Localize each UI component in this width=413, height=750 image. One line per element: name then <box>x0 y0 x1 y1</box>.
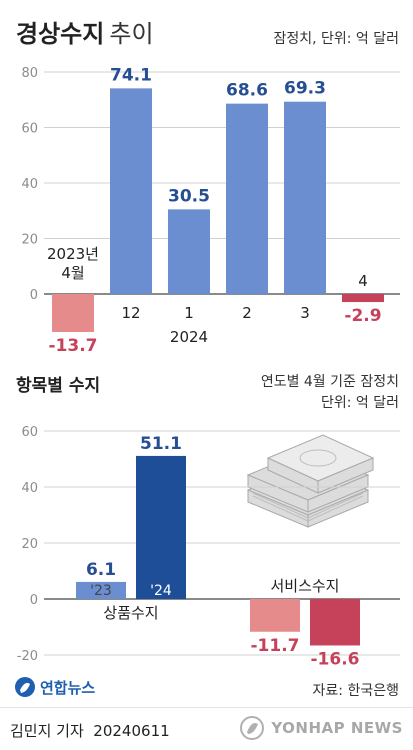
yonhap-logo: 연합뉴스 <box>14 676 95 698</box>
value-label: 69.3 <box>284 79 326 99</box>
watermark-logo-icon <box>240 716 265 740</box>
category-label: 2023년 <box>47 245 99 263</box>
unit-note: 잠정치, 단위: 억 달러 <box>273 31 399 47</box>
title-bold: 경상수지 <box>16 20 105 48</box>
value-label: 6.1 <box>86 560 116 580</box>
value-label: -2.9 <box>344 306 381 326</box>
bar <box>76 581 126 599</box>
bar <box>52 294 94 333</box>
value-label: -11.7 <box>251 636 300 656</box>
y-tick-label: 40 <box>21 177 38 192</box>
watermark-text: YONHAP NEWS <box>271 719 403 737</box>
bar <box>250 599 300 632</box>
category-label: 1 <box>184 304 194 322</box>
title-light: 추이 <box>109 20 154 48</box>
category-label: 4 <box>358 272 368 290</box>
yonhap-logo-icon <box>15 677 35 697</box>
section2-note-1: 연도별 4월 기준 잠정치 <box>260 374 399 390</box>
y-tick-label: 80 <box>21 66 38 81</box>
bar <box>136 455 186 599</box>
category-label: 4월 <box>61 264 84 282</box>
y-tick-label: 20 <box>21 537 38 552</box>
yonhap-logo-text: 연합뉴스 <box>40 678 96 697</box>
y-tick-label: 40 <box>21 481 38 496</box>
value-label: 51.1 <box>140 434 182 454</box>
value-label: 30.5 <box>168 186 210 206</box>
watermark: YONHAP NEWS <box>239 715 403 741</box>
bar <box>284 101 326 294</box>
item-balance-chart: -20 0 20 40 60 6.1 '23 51.1 '24 상품수지 -11.7 -16.6 서비스… <box>17 425 400 669</box>
bar <box>310 599 360 646</box>
bar-year-label: '23 <box>90 583 112 599</box>
bar <box>342 294 384 303</box>
year-label: 2024 <box>170 328 208 346</box>
source-note: 자료: 한국은행 <box>312 683 399 699</box>
value-label: 68.6 <box>226 81 268 101</box>
bar <box>226 103 268 294</box>
group-label: 서비스수지 <box>270 577 339 595</box>
bar <box>110 88 152 294</box>
y-tick-label: 60 <box>21 122 38 137</box>
category-label: 3 <box>300 304 310 322</box>
y-tick-label: 60 <box>21 425 38 440</box>
value-label: -16.6 <box>311 649 360 669</box>
group-label: 상품수지 <box>103 604 158 622</box>
section2-title: 항목별 수지 <box>16 376 101 396</box>
y-tick-label: -20 <box>17 649 38 664</box>
footer-bar: 김민지 기자 20240611 YONHAP NEWS <box>0 707 413 750</box>
value-label: 74.1 <box>110 65 152 85</box>
bar <box>168 209 210 294</box>
chart-title: 경상수지 추이 <box>16 14 154 49</box>
category-label: 12 <box>121 304 140 322</box>
category-label: 2 <box>242 304 252 322</box>
y-tick-label: 20 <box>21 233 38 248</box>
bar-year-label: '24 <box>150 583 172 599</box>
section2-note-2: 단위: 억 달러 <box>320 395 399 411</box>
y-tick-label: 0 <box>30 593 38 608</box>
value-label: -13.7 <box>49 336 98 356</box>
y-tick-label: 0 <box>30 288 38 303</box>
byline: 김민지 기자 20240611 <box>10 722 170 740</box>
